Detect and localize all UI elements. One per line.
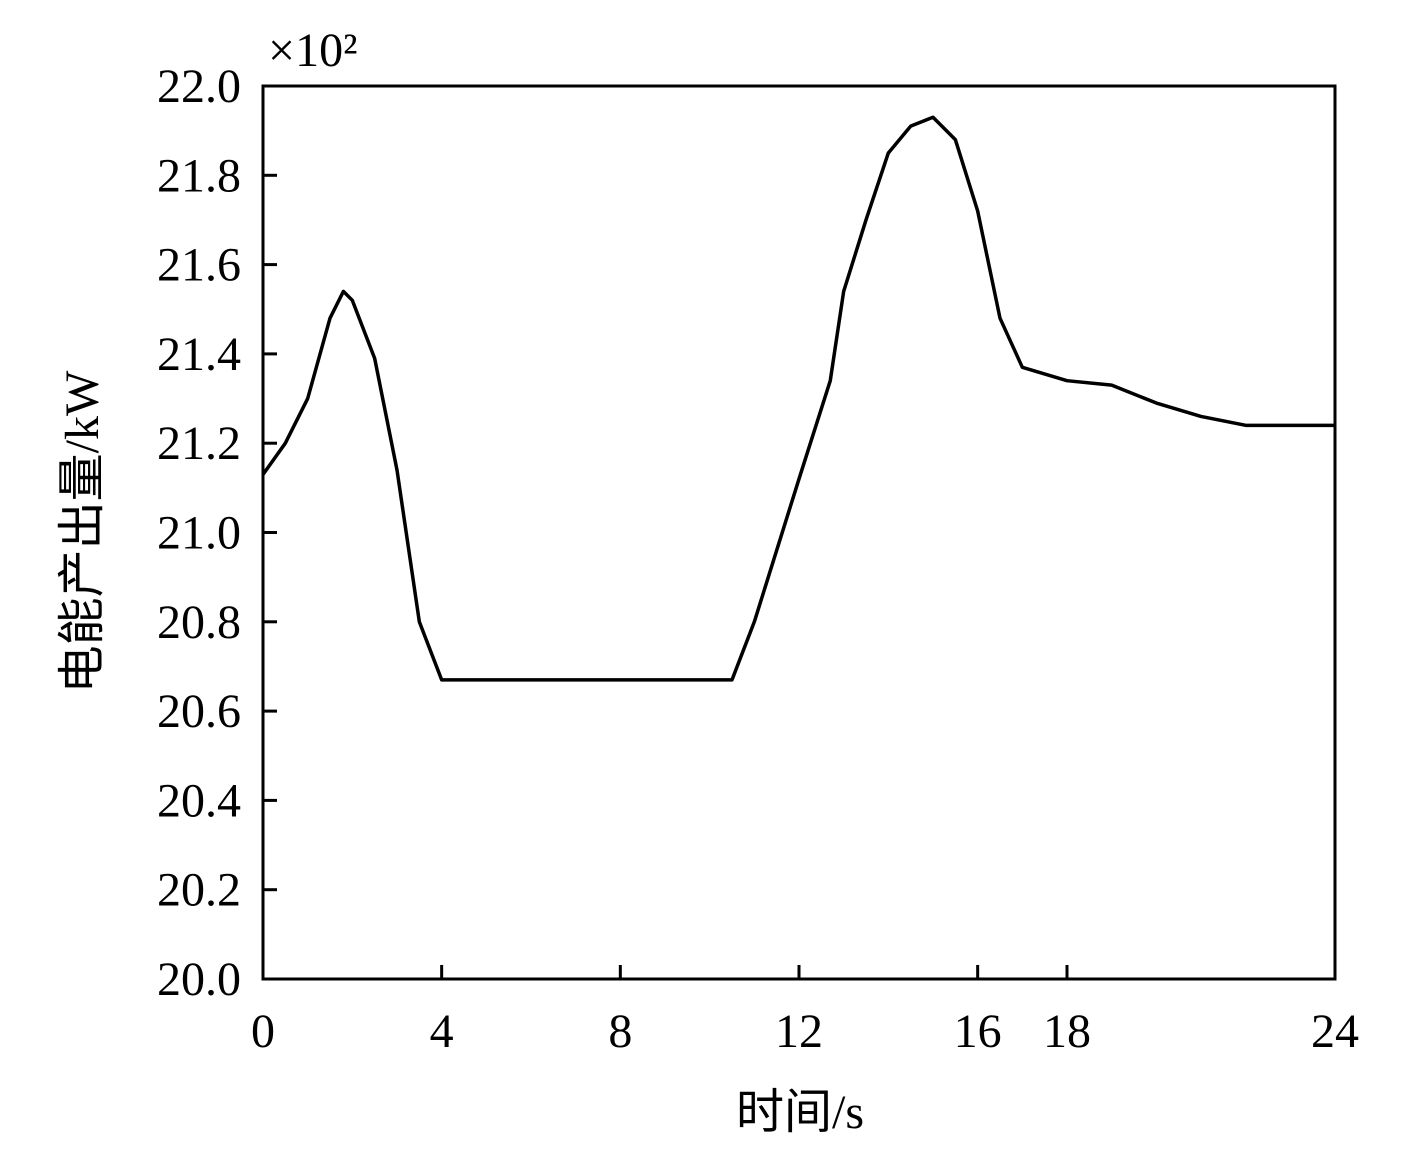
y-tick-label: 20.2 — [157, 864, 241, 917]
y-tick-label: 21.6 — [157, 239, 241, 292]
y-axis-label: 电能产出量/kW — [56, 370, 109, 693]
x-tick-label: 12 — [775, 1005, 823, 1058]
y-tick-label: 20.6 — [157, 685, 241, 738]
y-tick-label: 21.4 — [157, 328, 241, 381]
x-tick-label: 8 — [608, 1005, 632, 1058]
y-tick-label: 22.0 — [157, 60, 241, 113]
y-tick-label: 20.4 — [157, 774, 241, 827]
y-tick-label: 20.0 — [157, 953, 241, 1006]
x-tick-label: 24 — [1311, 1005, 1359, 1058]
plot-frame — [261, 84, 1337, 981]
y-tick-label: 21.2 — [157, 417, 241, 470]
x-axis-label: 时间/s — [736, 1086, 864, 1139]
y-tick-label: 21.8 — [157, 149, 241, 202]
y-tick-label: 20.8 — [157, 596, 241, 649]
multiplier: ×10² — [268, 24, 357, 77]
x-tick-label: 0 — [251, 1005, 275, 1058]
line — [261, 115, 1335, 682]
x-tick-label: 18 — [1043, 1005, 1091, 1058]
y-tick-label: 21.0 — [157, 507, 241, 560]
x-tick-label: 16 — [954, 1005, 1002, 1058]
x-tick-label: 4 — [430, 1005, 454, 1058]
